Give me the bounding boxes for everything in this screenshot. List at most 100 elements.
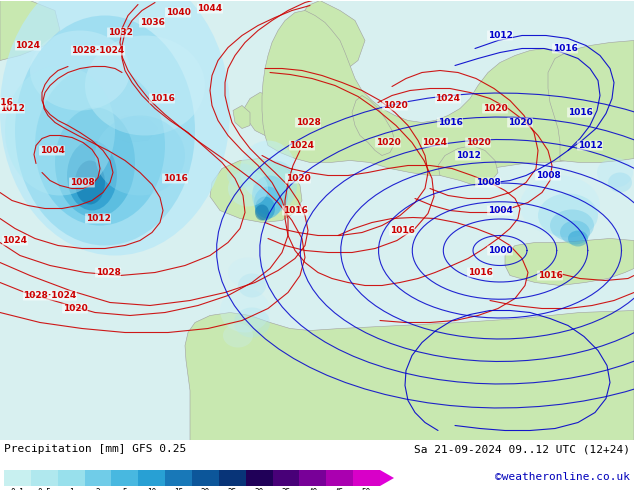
Text: Precipitation [mm] GFS 0.25: Precipitation [mm] GFS 0.25	[4, 444, 186, 454]
Text: 20: 20	[201, 488, 210, 490]
Ellipse shape	[238, 273, 266, 297]
Polygon shape	[233, 105, 250, 128]
Polygon shape	[185, 311, 634, 441]
Text: 1036: 1036	[139, 18, 164, 27]
Polygon shape	[548, 41, 634, 163]
Text: 1028: 1028	[295, 118, 320, 127]
Text: 1016: 1016	[283, 206, 307, 215]
Ellipse shape	[95, 116, 185, 196]
Ellipse shape	[0, 0, 230, 255]
Text: Sa 21-09-2024 09..12 UTC (12+24): Sa 21-09-2024 09..12 UTC (12+24)	[414, 444, 630, 454]
Text: 1012: 1012	[488, 31, 512, 40]
Text: 1016: 1016	[437, 118, 462, 127]
Text: 1044: 1044	[197, 4, 223, 13]
Bar	[112, 470, 138, 486]
Bar	[299, 470, 327, 486]
Text: 1016: 1016	[467, 268, 493, 277]
Ellipse shape	[75, 161, 105, 204]
Text: 1020: 1020	[286, 174, 311, 183]
Ellipse shape	[5, 66, 115, 196]
Bar	[327, 470, 353, 486]
Text: 1028: 1028	[96, 268, 120, 277]
Text: 1016: 1016	[567, 108, 592, 117]
Text: 1020: 1020	[465, 138, 490, 147]
Polygon shape	[244, 93, 280, 136]
Text: 1028·1024: 1028·1024	[72, 46, 125, 55]
Polygon shape	[262, 10, 610, 175]
Ellipse shape	[234, 308, 270, 338]
Ellipse shape	[30, 30, 130, 111]
Ellipse shape	[255, 204, 269, 220]
Ellipse shape	[223, 323, 253, 347]
Polygon shape	[210, 158, 302, 222]
Bar	[31, 470, 58, 486]
Text: 1020: 1020	[482, 104, 507, 113]
Text: 15: 15	[174, 488, 183, 490]
Ellipse shape	[252, 175, 288, 216]
Polygon shape	[0, 0, 60, 60]
Ellipse shape	[67, 141, 117, 211]
Ellipse shape	[55, 107, 135, 218]
Text: 5: 5	[122, 488, 127, 490]
Text: 1020: 1020	[375, 138, 401, 147]
Polygon shape	[380, 470, 394, 486]
Text: 1024: 1024	[422, 138, 448, 147]
Text: 1028·1024: 1028·1024	[23, 291, 77, 300]
Ellipse shape	[597, 157, 633, 188]
Text: 1012: 1012	[0, 104, 25, 113]
Text: 1024: 1024	[3, 236, 27, 245]
Polygon shape	[352, 96, 395, 155]
Bar	[165, 470, 192, 486]
Text: 1012: 1012	[456, 151, 481, 160]
Text: 35: 35	[281, 488, 290, 490]
Polygon shape	[285, 0, 365, 146]
Text: 2: 2	[96, 488, 100, 490]
Text: 1: 1	[69, 488, 74, 490]
Ellipse shape	[608, 172, 632, 193]
Text: 30: 30	[254, 488, 264, 490]
Ellipse shape	[15, 16, 195, 245]
Text: 1008: 1008	[70, 178, 94, 187]
Polygon shape	[438, 146, 498, 186]
Ellipse shape	[254, 187, 282, 219]
Ellipse shape	[255, 196, 275, 220]
Text: 40: 40	[308, 488, 318, 490]
Ellipse shape	[35, 66, 165, 225]
Text: 1024: 1024	[15, 41, 41, 50]
Ellipse shape	[227, 164, 257, 188]
Text: 10: 10	[147, 488, 157, 490]
Text: 0.1: 0.1	[11, 488, 24, 490]
Text: 1008: 1008	[536, 171, 560, 180]
Bar	[192, 470, 219, 486]
Text: 1016: 1016	[162, 174, 188, 183]
Text: 1040: 1040	[165, 8, 190, 17]
Ellipse shape	[228, 171, 268, 206]
Ellipse shape	[220, 289, 270, 333]
Bar	[246, 470, 273, 486]
Bar	[273, 470, 299, 486]
Ellipse shape	[253, 161, 297, 211]
Bar	[4, 470, 31, 486]
Text: 1020: 1020	[508, 118, 533, 127]
Polygon shape	[505, 239, 634, 286]
Text: 1020: 1020	[383, 101, 408, 110]
Text: ©weatheronline.co.uk: ©weatheronline.co.uk	[495, 472, 630, 482]
Bar	[84, 470, 112, 486]
Text: 1024: 1024	[290, 141, 314, 150]
Text: 1004: 1004	[39, 146, 65, 155]
Text: 25: 25	[228, 488, 237, 490]
Text: 1020: 1020	[63, 304, 87, 313]
Text: 1004: 1004	[488, 206, 512, 215]
Text: 50: 50	[362, 488, 371, 490]
Text: 1016: 1016	[538, 271, 562, 280]
Text: 1016: 1016	[553, 44, 578, 53]
Ellipse shape	[568, 230, 588, 246]
Bar	[219, 470, 246, 486]
Text: 0.5: 0.5	[37, 488, 51, 490]
Bar	[353, 470, 380, 486]
Polygon shape	[315, 138, 328, 155]
Ellipse shape	[85, 35, 205, 136]
Bar	[58, 470, 84, 486]
Ellipse shape	[560, 220, 590, 245]
Ellipse shape	[228, 258, 268, 288]
